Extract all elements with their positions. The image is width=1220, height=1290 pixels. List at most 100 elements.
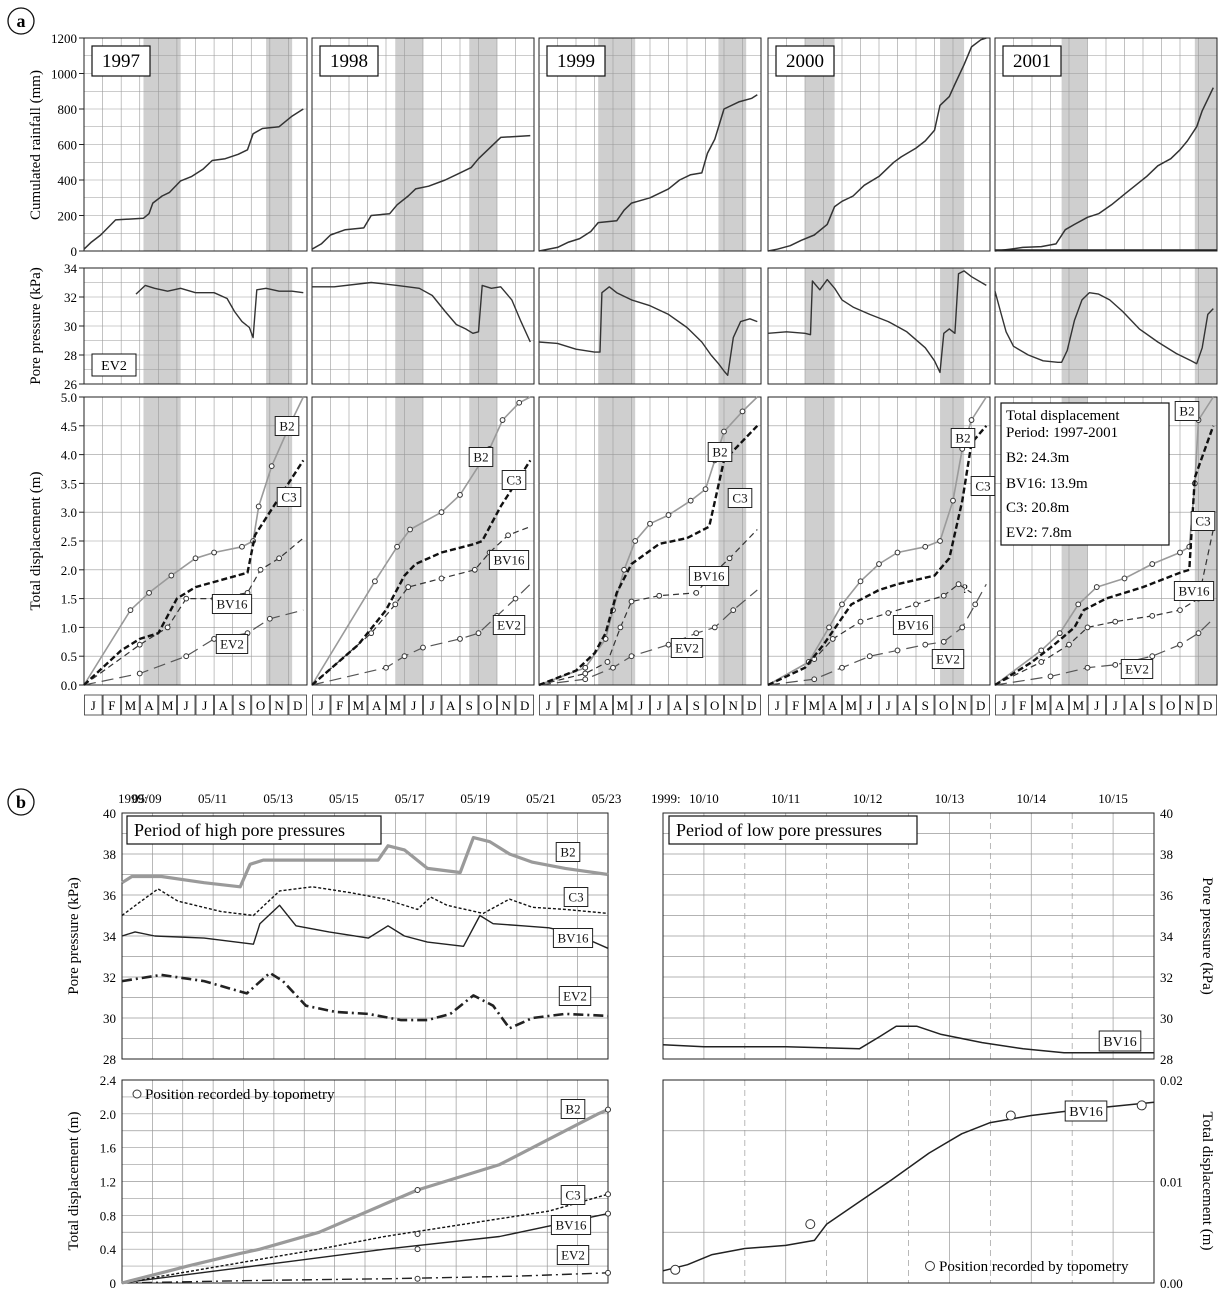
month-box xyxy=(576,694,595,716)
month-box xyxy=(251,694,270,716)
month-box xyxy=(102,694,122,716)
y-tick-label: 34 xyxy=(103,929,117,944)
y-tick-label: 30 xyxy=(1160,1011,1173,1026)
month-box xyxy=(139,694,159,716)
topometry-point xyxy=(1066,641,1072,648)
series-label-bv16-box xyxy=(1098,1030,1142,1052)
topometry-point xyxy=(582,676,589,683)
month-label: A xyxy=(673,698,683,713)
topometry-point xyxy=(628,653,635,660)
month-box xyxy=(1032,694,1051,716)
topometry-point xyxy=(693,630,700,637)
topometry-point xyxy=(826,624,832,631)
displacement-line-b2 xyxy=(538,396,758,686)
y-tick-label: 4.0 xyxy=(61,448,77,463)
topometry-point xyxy=(414,1186,421,1193)
date-label: 05/21 xyxy=(526,791,556,806)
low-disp-frame xyxy=(662,1079,1155,1284)
topometry-point xyxy=(211,549,217,556)
month-label: J xyxy=(430,698,435,713)
topometry-point xyxy=(1121,575,1128,582)
series-label-ev2: EV2 xyxy=(220,637,244,652)
low-pore-frame xyxy=(662,812,1155,1060)
topometry-point xyxy=(582,664,589,671)
series-label-ev2-box xyxy=(931,649,965,669)
y-tick-label: 0 xyxy=(71,244,78,259)
month-label: D xyxy=(1203,698,1212,713)
topometry-point xyxy=(1005,1110,1016,1121)
rainfall-line xyxy=(994,87,1214,252)
topometry-point xyxy=(516,399,523,406)
series-label-c3: C3 xyxy=(565,1188,580,1203)
series-label-bv16-box xyxy=(892,615,934,635)
topometry-point xyxy=(605,1269,611,1276)
date-label: 10/14 xyxy=(1016,791,1046,806)
displacement-line-c3 xyxy=(311,459,532,686)
disp-plot-frame xyxy=(767,396,991,686)
series-label-b2: B2 xyxy=(473,450,488,465)
series-label-c3-box xyxy=(1190,511,1216,531)
series-label-bv16: BV16 xyxy=(1103,1035,1136,1050)
topometry-point xyxy=(268,463,275,470)
displacement-line-c3 xyxy=(538,424,759,687)
series-label-ev2: EV2 xyxy=(563,989,587,1004)
y-tick-label: 38 xyxy=(1160,847,1173,862)
topometry-point xyxy=(183,653,190,660)
series-label-b2: B2 xyxy=(1179,404,1194,419)
y-tick-label: 38 xyxy=(103,847,116,862)
series-label-c3: C3 xyxy=(281,490,296,505)
year-box xyxy=(775,45,835,77)
month-box xyxy=(705,694,724,716)
month-label: M xyxy=(579,698,591,713)
topometry-point xyxy=(1084,624,1091,631)
month-label: F xyxy=(108,698,115,713)
series-label-ev2-box xyxy=(1120,659,1154,679)
topometry-point xyxy=(394,543,401,550)
question-mark: ? xyxy=(962,581,968,596)
series-label-c3-box xyxy=(970,476,996,496)
series-label-ev2: EV2 xyxy=(936,652,960,667)
y-tick-label: 0.5 xyxy=(61,649,77,664)
series-label-c3-box xyxy=(501,470,527,490)
series-label-bv16: BV16 xyxy=(555,1218,587,1233)
topometry-point xyxy=(1093,584,1100,590)
topometry-point xyxy=(621,566,627,573)
topometry-point xyxy=(401,653,408,660)
displacement-line-b2 xyxy=(311,396,531,686)
topometry-point xyxy=(702,486,709,493)
topometry-point xyxy=(711,624,718,631)
low-pressure-title: Period of low pore pressures xyxy=(676,820,882,840)
y-tick-label: 34 xyxy=(1160,929,1174,944)
date-label: 05/23 xyxy=(592,791,622,806)
y-tick-label: 26 xyxy=(64,377,78,392)
month-box xyxy=(1050,694,1069,716)
series-label-bv16-box xyxy=(488,550,530,570)
topometry-point xyxy=(922,543,929,550)
month-box xyxy=(515,694,534,716)
month-box xyxy=(860,694,879,716)
year-prefix-right: 1999: xyxy=(651,791,681,806)
month-label: O xyxy=(256,698,265,713)
month-box xyxy=(478,694,497,716)
month-box xyxy=(823,694,842,716)
y-tick-label: 3.0 xyxy=(61,505,77,520)
month-label: S xyxy=(693,698,700,713)
topometry-point xyxy=(582,670,589,677)
topometry-point xyxy=(617,624,624,631)
topometry-point xyxy=(457,636,463,642)
month-box xyxy=(441,694,460,716)
topometry-point xyxy=(164,624,171,631)
topometry-point xyxy=(505,532,512,539)
topometry-point xyxy=(959,624,966,631)
month-box xyxy=(953,694,972,716)
year-box xyxy=(546,45,606,77)
month-box xyxy=(386,694,405,716)
topometry-legend-marker xyxy=(925,1261,935,1271)
displacement-line-c3 xyxy=(994,425,1215,687)
month-box xyxy=(84,694,103,716)
series-label-b2-box xyxy=(555,842,581,862)
topometry-point xyxy=(414,1230,421,1237)
y-tick-label: 5.0 xyxy=(61,390,77,405)
